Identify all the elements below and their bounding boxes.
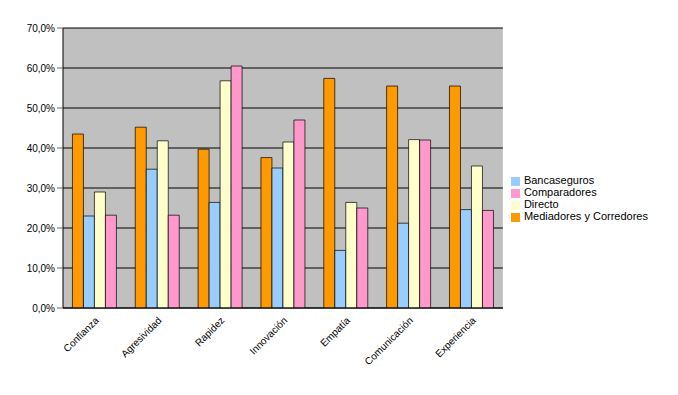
svg-text:60,0%: 60,0% <box>27 63 55 74</box>
svg-text:30,0%: 30,0% <box>27 183 55 194</box>
svg-text:Empatía: Empatía <box>318 314 352 348</box>
html-text:Mediadores y Corredores: Mediadores y Corredores <box>523 210 648 222</box>
svg-text:Rapidez: Rapidez <box>193 315 227 349</box>
svg-text:40,0%: 40,0% <box>27 143 55 154</box>
svg-text:10,0%: 10,0% <box>27 263 55 274</box>
svg-text:Comunicación: Comunicación <box>362 315 415 368</box>
svg-text:Innovación: Innovación <box>247 315 289 357</box>
html-text:Bancaseguros: Bancaseguros <box>523 174 595 186</box>
html-text:Comparadores: Comparadores <box>523 186 597 198</box>
svg-text:Agresividad: Agresividad <box>119 315 164 360</box>
svg-text:20,0%: 20,0% <box>27 223 55 234</box>
svg-text:70,0%: 70,0% <box>27 23 55 34</box>
svg-text:Confianza: Confianza <box>61 314 101 354</box>
svg-text:Experiencia: Experiencia <box>433 314 478 359</box>
svg-text:0,0%: 0,0% <box>32 303 55 314</box>
svg-text:50,0%: 50,0% <box>27 103 55 114</box>
html-text:Directo: Directo <box>523 198 559 210</box>
